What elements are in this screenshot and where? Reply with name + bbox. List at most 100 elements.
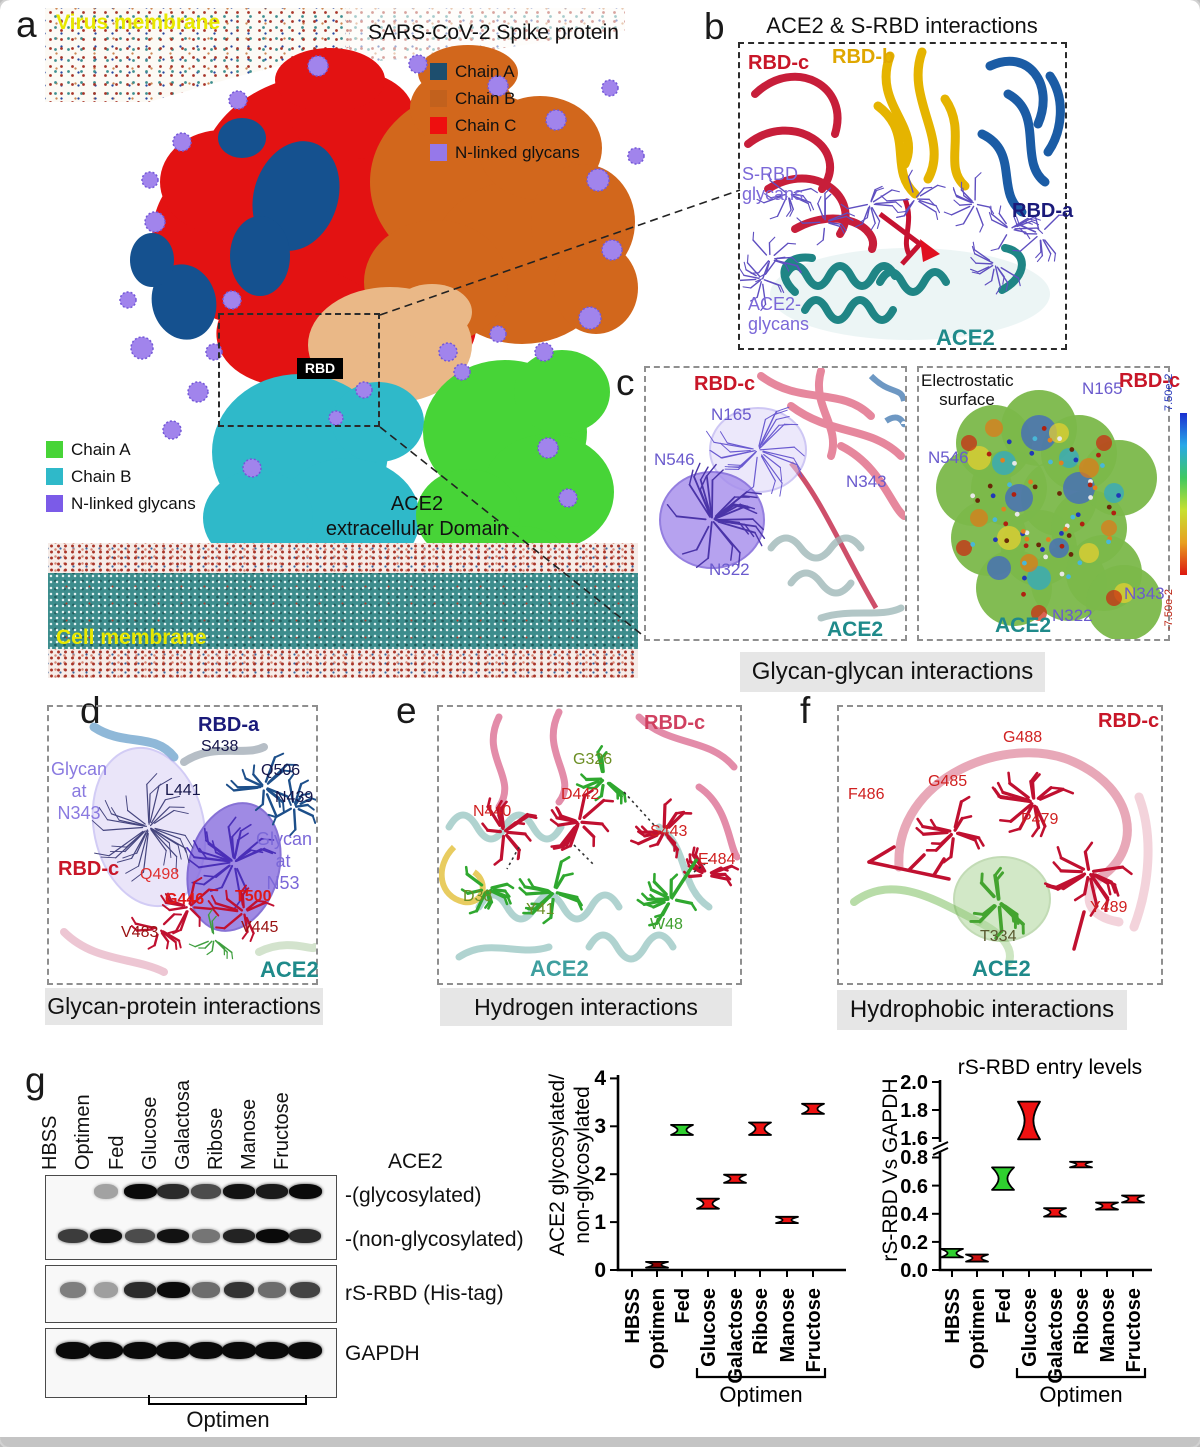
svg-text:1: 1 <box>594 1211 606 1234</box>
d38-label: D38 <box>463 888 493 905</box>
rbd-c-label: RBD-c <box>694 373 756 395</box>
g446-label: G446 <box>165 891 205 908</box>
electrostatic-line1: Electrostatic <box>921 371 1014 390</box>
membrane-inner-leaflet <box>48 649 638 678</box>
colorbar-min-label: -7.50e-2 <box>1163 589 1175 630</box>
virus-membrane-label: Virus membrane <box>56 11 221 34</box>
blot-band <box>123 1342 157 1359</box>
legend-ace2: Chain A Chain B N-linked glycans <box>46 440 196 521</box>
rbd-c-label: RBD-c <box>58 858 120 880</box>
svg-text:Manose: Manose <box>1097 1288 1119 1362</box>
svg-text:4: 4 <box>594 1067 606 1090</box>
legend-label: Chain A <box>71 440 131 459</box>
blot-glycosylated-label: -(glycosylated) <box>345 1184 482 1207</box>
membrane-outer-leaflet <box>48 543 638 573</box>
svg-text:2.0: 2.0 <box>900 1072 928 1094</box>
blot-band <box>56 1342 90 1359</box>
svg-text:Fed: Fed <box>672 1288 694 1324</box>
blot-band <box>192 1229 220 1243</box>
y41-label: Y41 <box>526 901 555 918</box>
blot-bracket-label: Optimen <box>186 1407 270 1432</box>
blot-band <box>156 1282 190 1298</box>
legend-item: Chain A <box>46 440 196 460</box>
legend-item: N-linked glycans <box>46 494 196 514</box>
n439-label: N439 <box>275 789 314 806</box>
blot-band <box>288 1342 322 1359</box>
svg-text:Fructose: Fructose <box>1123 1288 1145 1372</box>
n343-label: N343 <box>1124 584 1165 603</box>
blot-ace2-header: ACE2 <box>388 1150 443 1173</box>
svg-text:1.6: 1.6 <box>900 1128 928 1150</box>
western-blot-gapdh <box>45 1328 337 1398</box>
blot-band <box>255 1229 289 1243</box>
chain-b-swatch <box>430 90 447 107</box>
lane-label-manose: Manose <box>238 1098 260 1170</box>
panel-f-caption: Hydrophobic interactions <box>837 990 1127 1030</box>
rbd-c-label: RBD-c <box>748 52 810 74</box>
blot-band <box>222 1184 256 1199</box>
ace2-label: ACE2 <box>260 957 319 982</box>
n165-label: N165 <box>711 405 752 424</box>
svg-text:Optimen: Optimen <box>967 1288 989 1369</box>
panel-c-letter: c <box>616 362 635 403</box>
chain-c-swatch <box>430 117 447 134</box>
panel-c-left-box <box>644 366 907 641</box>
blot-band <box>223 1282 255 1298</box>
legend-spike: Chain A Chain B Chain C N-linked glycans <box>430 62 580 170</box>
lane-label-fed: Fed <box>106 1135 128 1170</box>
hydrogen-bond-render <box>439 708 740 963</box>
e484-label: E484 <box>698 851 736 868</box>
blot-band <box>222 1342 256 1359</box>
f486-label: F486 <box>848 786 885 803</box>
panel-e-caption: Hydrogen interactions <box>440 988 732 1026</box>
svg-text:HBSS: HBSS <box>942 1288 964 1344</box>
panel-b-box <box>738 42 1067 350</box>
lane-label-hbss: HBSS <box>39 1115 61 1170</box>
svg-text:Ribose: Ribose <box>1071 1288 1093 1355</box>
rbd-b-label: RBD-b <box>832 46 895 68</box>
panel-a-letter: a <box>16 4 37 45</box>
glycan-glycan-render <box>659 368 905 622</box>
lane-label-glucose: Glucose <box>139 1096 161 1170</box>
legend-item: Chain C <box>430 116 580 136</box>
panel-e-letter: e <box>396 690 417 731</box>
blot-band <box>156 1342 190 1359</box>
svg-text:Fed: Fed <box>993 1288 1015 1324</box>
blot-band <box>258 1282 286 1298</box>
svg-text:Ribose: Ribose <box>750 1288 772 1355</box>
svg-text:0.2: 0.2 <box>900 1232 928 1254</box>
legend-item: Chain B <box>46 467 196 487</box>
rbd-a-label: RBD-a <box>1012 200 1074 222</box>
legend-item: N-linked glycans <box>430 143 580 163</box>
blot-band <box>156 1229 190 1243</box>
lane-label-ribose: Ribose <box>205 1107 227 1170</box>
n322-label: N322 <box>1052 606 1093 625</box>
svg-text:0.8: 0.8 <box>900 1147 928 1169</box>
blot-non-glycosylated-label: -(non-glycosylated) <box>345 1228 524 1251</box>
electrostatic-colorbar <box>1180 413 1187 575</box>
blot-band <box>191 1184 221 1199</box>
ace2-glycans-line2: glycans <box>748 314 810 335</box>
electrostatic-surface-render <box>936 390 1162 639</box>
hydrophobic-render <box>850 748 1153 966</box>
p479-label: P479 <box>1021 811 1059 828</box>
ace2-label: ACE2 <box>936 325 995 350</box>
chain-b-swatch <box>46 468 63 485</box>
glycan-n343-label: Glycan at N343 <box>50 759 108 823</box>
panel-a-title: SARS-CoV-2 Spike protein <box>368 21 619 44</box>
svg-text:rS-RBD entry levels: rS-RBD entry levels <box>958 1056 1142 1079</box>
svg-text:Glucose: Glucose <box>1019 1288 1041 1367</box>
ace2-label: ACE2 <box>995 614 1052 637</box>
blot-band <box>288 1184 322 1199</box>
s-rbd-glycans-line2: glycans <box>742 184 804 205</box>
blot-band <box>125 1229 155 1243</box>
panel-d-caption: Glycan-protein interactions <box>45 988 323 1025</box>
svg-text:0.4: 0.4 <box>900 1204 929 1226</box>
ace2-glycans-line1: ACE2- <box>748 294 802 314</box>
legend-label: Chain C <box>455 116 517 135</box>
rbd-c-label: RBD-c <box>1119 370 1181 392</box>
blot-band <box>255 1184 289 1199</box>
blot-band <box>89 1342 123 1359</box>
legend-item: Chain B <box>430 89 580 109</box>
legend-label: Chain A <box>455 62 515 81</box>
